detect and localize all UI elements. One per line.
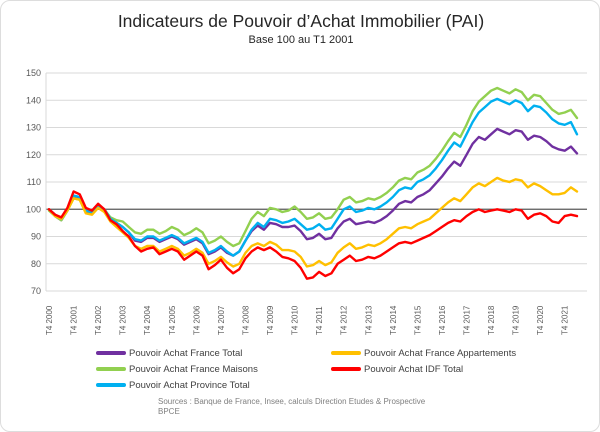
y-axis-tick-label: 90 bbox=[31, 232, 41, 242]
y-axis-tick-label: 110 bbox=[27, 177, 41, 187]
legend-label-france-appartements: Pouvoir Achat France Appartements bbox=[364, 347, 517, 359]
x-axis-tick-label: T4 2010 bbox=[291, 305, 300, 335]
x-axis-tick-label: T4 2021 bbox=[561, 305, 570, 335]
x-axis-tick-label: T4 2005 bbox=[168, 305, 177, 335]
legend-label-province-total: Pouvoir Achat Province Total bbox=[129, 379, 250, 391]
legend-label-idf-total: Pouvoir Achat IDF Total bbox=[364, 363, 464, 375]
x-axis-tick-label: T4 2017 bbox=[462, 305, 471, 335]
chart-title: Indicateurs de Pouvoir d’Achat Immobilie… bbox=[117, 11, 485, 31]
x-axis-tick-label: T4 2020 bbox=[536, 305, 545, 335]
y-axis-tick-label: 130 bbox=[26, 123, 41, 133]
legend-item-france-appartements: Pouvoir Achat France Appartements bbox=[331, 346, 516, 360]
x-axis-tick-label: T4 2006 bbox=[192, 305, 201, 335]
chart-subtitle: Base 100 au T1 2001 bbox=[248, 34, 354, 46]
x-axis-tick-label: T4 2012 bbox=[340, 305, 349, 335]
legend-swatch-idf-total bbox=[331, 367, 361, 371]
y-axis-tick-label: 150 bbox=[26, 68, 41, 78]
x-axis-tick-label: T4 2016 bbox=[438, 305, 447, 335]
series-line-pouvoir-achat-france-appartements bbox=[47, 176, 579, 268]
legend-item-france-maisons: Pouvoir Achat France Maisons bbox=[96, 362, 258, 376]
source-line-2: BPCE bbox=[158, 407, 180, 416]
x-axis-tick-label: T4 2019 bbox=[512, 305, 521, 335]
y-axis-tick-label: 80 bbox=[31, 259, 41, 269]
series-line-pouvoir-achat-province-total bbox=[47, 97, 579, 257]
x-axis-tick-label: T4 2013 bbox=[364, 305, 373, 335]
x-axis-tick-label: T4 2001 bbox=[70, 305, 79, 335]
x-axis-tick-label: T4 2008 bbox=[241, 305, 250, 335]
series-line-pouvoir-achat-idf-total bbox=[47, 190, 579, 280]
x-axis-tick-label: T4 2000 bbox=[45, 305, 54, 335]
legend-label-france-maisons: Pouvoir Achat France Maisons bbox=[129, 363, 258, 375]
x-axis-tick-label: T4 2002 bbox=[94, 305, 103, 335]
x-axis-tick-label: T4 2004 bbox=[143, 305, 152, 335]
legend-item-france-total: Pouvoir Achat France Total bbox=[96, 346, 242, 360]
x-axis-tick-label: T4 2014 bbox=[389, 305, 398, 335]
y-axis-tick-label: 140 bbox=[26, 95, 41, 105]
legend-swatch-france-appartements bbox=[331, 351, 361, 355]
x-axis-tick-label: T4 2003 bbox=[119, 305, 128, 335]
legend-item-idf-total: Pouvoir Achat IDF Total bbox=[331, 362, 463, 376]
legend-item-province-total: Pouvoir Achat Province Total bbox=[96, 378, 250, 392]
source-note: Sources : Banque de France, Insee, calcu… bbox=[158, 397, 425, 417]
y-axis-tick-label: 100 bbox=[26, 204, 41, 214]
series-line-pouvoir-achat-france-maisons bbox=[47, 86, 579, 248]
y-axis-tick-label: 120 bbox=[26, 150, 41, 160]
legend-swatch-france-total bbox=[96, 351, 126, 355]
legend-swatch-france-maisons bbox=[96, 367, 126, 371]
legend-swatch-province-total bbox=[96, 383, 126, 387]
x-axis-tick-label: T4 2007 bbox=[217, 305, 226, 335]
x-axis-tick-label: T4 2018 bbox=[487, 305, 496, 335]
legend-label-france-total: Pouvoir Achat France Total bbox=[129, 347, 243, 359]
series-line-pouvoir-achat-france-total bbox=[47, 127, 579, 257]
source-line-1: Sources : Banque de France, Insee, calcu… bbox=[158, 397, 426, 406]
x-axis-tick-label: T4 2015 bbox=[413, 305, 422, 335]
y-axis-tick-label: 70 bbox=[31, 286, 41, 296]
x-axis-tick-label: T4 2009 bbox=[266, 305, 275, 335]
x-axis-tick-label: T4 2011 bbox=[315, 306, 324, 335]
